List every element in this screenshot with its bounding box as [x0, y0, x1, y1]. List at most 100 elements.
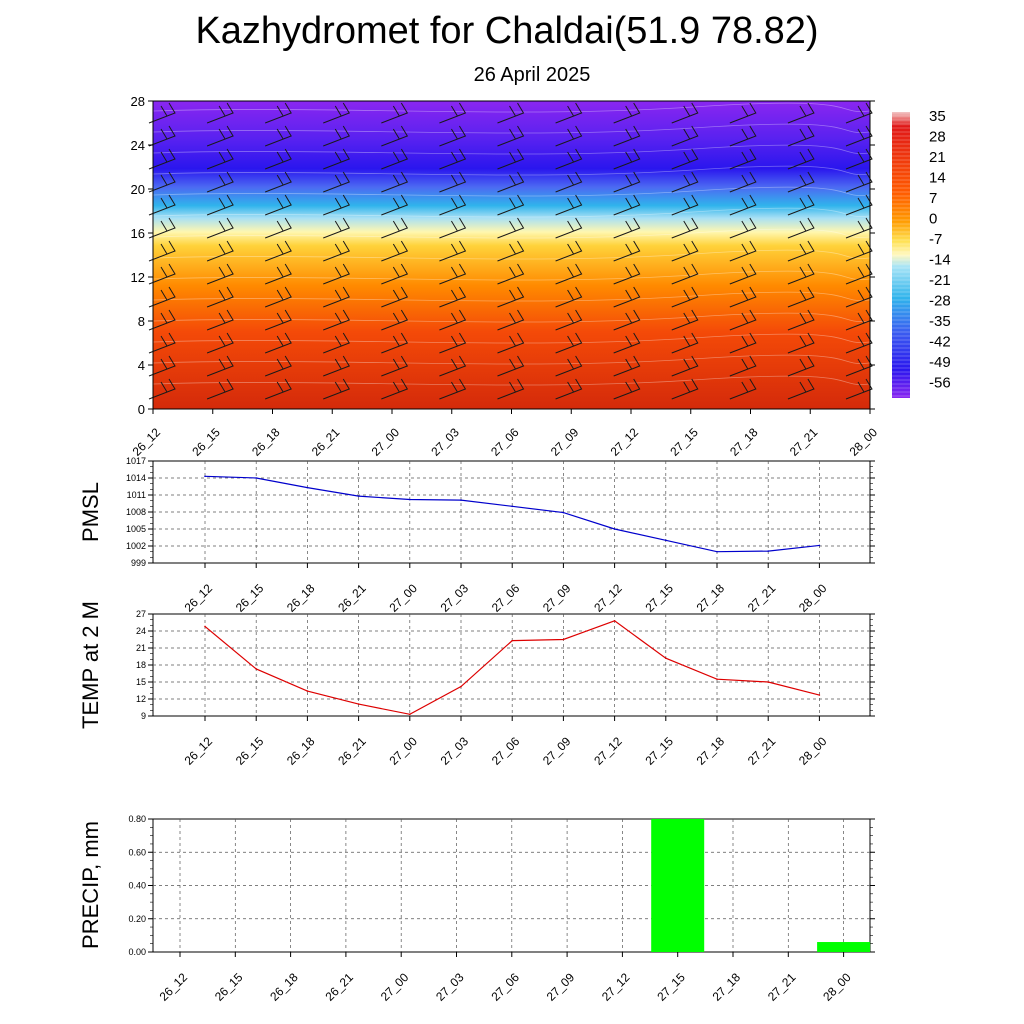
y-tick-label: 0.00 [128, 947, 146, 957]
contour-line [152, 102, 871, 113]
wind-barb [787, 332, 815, 354]
x-tick-label: 27_06 [489, 581, 523, 615]
wind-barb [787, 355, 815, 377]
wind-barb [323, 125, 350, 147]
wind-barb [497, 309, 525, 331]
data-point [460, 685, 462, 688]
wind-barb [439, 332, 467, 354]
wind-barb [555, 148, 583, 170]
wind-barb [148, 240, 176, 262]
precip-bar [651, 819, 705, 952]
chart-title: Kazhydromet for Chaldai(51.9 78.82) [195, 10, 819, 52]
wind-barb [206, 309, 234, 331]
wind-barb [206, 378, 234, 400]
y-tick-label: 1005 [126, 524, 146, 534]
wind-barb [323, 240, 350, 262]
y-tick-label: 1002 [126, 541, 146, 551]
wind-barb [845, 194, 873, 216]
wind-barb [381, 171, 409, 193]
y-tick-label: 0 [138, 402, 145, 417]
x-tick-label: 27_21 [787, 425, 821, 459]
wind-barb [381, 240, 409, 262]
y-tick-label: 28 [131, 94, 145, 109]
y-tick-label: 24 [131, 138, 145, 153]
wind-barb [845, 102, 873, 124]
y-tick-label: 12 [131, 270, 145, 285]
x-tick-label: 27_15 [667, 425, 701, 459]
wind-barb [845, 332, 873, 354]
y-tick-label: 16 [131, 226, 145, 241]
colorbar-label: 35 [929, 108, 946, 125]
x-tick-label: 27_12 [599, 970, 633, 1004]
x-tick-label: 27_06 [488, 970, 522, 1004]
x-tick-label: 26_18 [267, 970, 301, 1004]
wind-barb [613, 263, 641, 285]
wind-barb [845, 240, 873, 262]
x-tick-label: 27_09 [540, 734, 574, 768]
x-tick-label: 27_00 [369, 425, 403, 459]
data-point [665, 539, 667, 542]
wind-barb [845, 171, 873, 193]
contour-line [152, 207, 871, 218]
data-point [562, 638, 565, 641]
contour-line [152, 375, 871, 386]
wind-barb [381, 102, 409, 124]
wind-barb [729, 309, 757, 331]
colorbar-label: -14 [929, 252, 951, 269]
wind-barb [264, 240, 292, 262]
y-tick-label: 4 [138, 358, 145, 373]
x-tick-label: 27_00 [378, 970, 412, 1004]
wind-barb [206, 240, 234, 262]
wind-barb [845, 148, 873, 170]
wind-barb [613, 194, 641, 216]
y-tick-label: 21 [136, 643, 146, 653]
wind-barb [787, 194, 815, 216]
wind-barb [148, 125, 176, 147]
wind-barb [555, 240, 583, 262]
data-point [562, 511, 565, 514]
colorbar-label: 28 [929, 129, 946, 146]
wind-barb [206, 286, 234, 308]
y-tick-label: 0.80 [128, 814, 146, 824]
x-tick-label: 27_03 [438, 734, 472, 768]
wind-barb [148, 332, 176, 354]
wind-barb [148, 171, 176, 193]
wind-barb [439, 240, 467, 262]
wind-barb [439, 355, 467, 377]
wind-barb [497, 194, 525, 216]
wind-barb [497, 148, 525, 170]
wind-barb [148, 148, 176, 170]
wind-barb [497, 171, 525, 193]
wind-barb [613, 332, 641, 354]
wind-barb [323, 148, 350, 170]
y-tick-label: 0.20 [128, 914, 146, 924]
data-point [511, 505, 513, 508]
data-point [306, 486, 309, 489]
y-tick-label: 24 [136, 626, 146, 636]
wind-barb [729, 194, 757, 216]
x-tick-label: 27_06 [489, 734, 523, 768]
y-axis-label: PRECIP, mm [78, 821, 103, 949]
contour-line [152, 186, 871, 197]
colorbar [892, 112, 910, 398]
x-tick-label: 26_12 [130, 425, 164, 459]
wind-barb [497, 355, 525, 377]
data-point [255, 668, 257, 670]
contour-line [152, 333, 871, 344]
y-axis-label: TEMP at 2 M [78, 601, 103, 729]
wind-barb [845, 125, 873, 147]
wind-barb [729, 240, 757, 262]
wind-barb [323, 286, 350, 308]
x-tick-label: 28_00 [820, 970, 854, 1004]
wind-barb [787, 309, 815, 331]
colorbar-label: 7 [929, 190, 937, 207]
wind-barb [323, 171, 350, 193]
data-point [716, 678, 718, 680]
wind-barb [671, 355, 699, 377]
wind-barb [671, 171, 699, 193]
y-tick-label: 12 [136, 694, 146, 704]
wind-barb [555, 263, 583, 285]
x-tick-label: 28_00 [847, 425, 881, 459]
x-tick-label: 28_00 [796, 734, 830, 768]
x-tick-label: 27_15 [642, 734, 676, 768]
